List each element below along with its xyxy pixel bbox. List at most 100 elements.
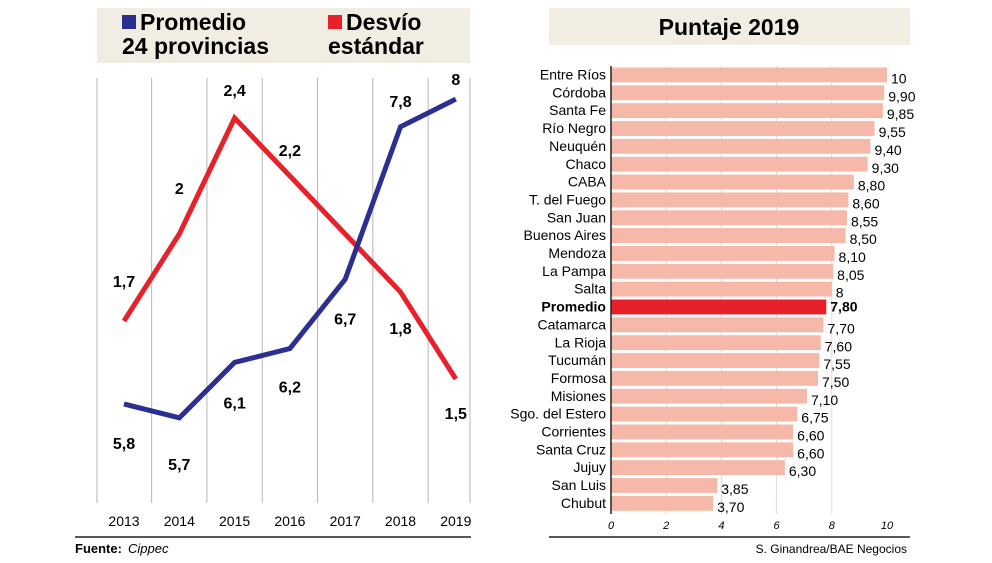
bar-value-label: 10 — [891, 71, 907, 87]
data-label-desvio: 1,8 — [389, 321, 411, 338]
bar — [611, 121, 875, 136]
bar-value-label: 8,80 — [858, 178, 885, 194]
bar-value-label: 6,30 — [789, 463, 816, 479]
bar-chart-rows: Entre Ríos 10 Córdoba 9,90 Santa Fe 9,85 Río N… — [510, 67, 915, 515]
bar — [611, 299, 827, 315]
bar-value-label: 8,60 — [852, 195, 879, 211]
x-tick-label: 2014 — [164, 513, 195, 529]
data-label-promedio: 6,1 — [223, 395, 245, 412]
bar-category-label: Buenos Aires — [524, 227, 607, 243]
x-tick-label: 2013 — [108, 513, 139, 529]
x-tick-label: 2015 — [219, 513, 250, 529]
bar-category-label: Promedio — [541, 299, 606, 315]
data-label-promedio: 5,8 — [113, 436, 135, 453]
bar — [611, 406, 798, 422]
bar-value-label: 6,60 — [797, 428, 824, 444]
bar-chart-x-ticks: 0 2 4 6 8 10 — [608, 520, 894, 532]
data-label-desvio: 2,2 — [279, 143, 301, 160]
bar-value-label: 7,60 — [825, 338, 852, 354]
bar-value-label: 9,55 — [879, 124, 906, 140]
bar — [611, 192, 849, 208]
footer-credit: S. Ginandrea/BAE Negocios — [756, 542, 907, 556]
data-label-desvio: 2,4 — [223, 83, 245, 100]
line-chart-series — [121, 96, 458, 421]
bar-x-tick-label: 6 — [774, 520, 781, 532]
bar-value-label: 8,10 — [839, 249, 866, 265]
bar-x-tick-label: 10 — [881, 520, 894, 532]
bar-category-label: Neuquén — [549, 138, 606, 154]
bar-value-label: 9,90 — [888, 88, 915, 104]
bar-category-label: Córdoba — [552, 84, 606, 100]
bar — [611, 478, 718, 493]
bar — [611, 85, 885, 101]
bar — [611, 174, 854, 190]
bar — [611, 317, 824, 333]
bar — [611, 335, 821, 351]
bar-x-tick-label: 4 — [718, 520, 724, 532]
bar-value-label: 7,10 — [811, 392, 838, 408]
bar-value-label: 8,05 — [837, 267, 864, 283]
data-label-promedio: 8 — [451, 72, 460, 89]
footer-source-label: Fuente: — [75, 541, 122, 556]
bar — [611, 210, 847, 226]
bar-category-label: La Pampa — [542, 263, 606, 279]
x-tick-label: 2018 — [385, 513, 416, 529]
bar-x-tick-label: 8 — [829, 520, 836, 532]
bar — [611, 370, 818, 386]
x-tick-label: 2019 — [440, 513, 471, 529]
bar-category-label: Chaco — [566, 156, 607, 172]
series-line-desvio — [121, 113, 458, 381]
bar-category-label: Sgo. del Estero — [510, 406, 606, 422]
bar-title-panel — [549, 8, 910, 45]
bar-value-label: 9,30 — [872, 160, 899, 176]
data-label-desvio: 2 — [175, 181, 184, 198]
bar-value-label: 3,70 — [717, 499, 744, 515]
bar-category-label: Catamarca — [538, 316, 607, 332]
bar-category-label: Tucumán — [548, 352, 606, 368]
bar-category-label: Salta — [574, 281, 606, 297]
bar-category-label: La Rioja — [555, 334, 607, 350]
footer-source-value: Cippec — [128, 541, 169, 556]
bar-category-label: San Juan — [547, 209, 606, 225]
legend-panel — [97, 8, 470, 63]
line-chart-data-labels: 5,8 5,7 6,1 6,2 6,7 7,8 8 1,7 2 2,4 2,2 1,8 1,5 — [113, 72, 467, 474]
bar-value-label: 6,75 — [801, 410, 828, 426]
bar-category-label: Entre Ríos — [540, 67, 606, 83]
legend-label-desvio-2: estándar — [328, 33, 424, 59]
legend-label-desvio-1: Desvío — [346, 9, 421, 35]
bar-category-label: Mendoza — [548, 245, 606, 261]
bar-category-label: Corrientes — [541, 424, 606, 440]
bar — [611, 442, 794, 458]
bar — [611, 228, 846, 243]
bar-value-label: 7,50 — [822, 374, 849, 390]
bar — [611, 156, 868, 172]
bar — [611, 495, 714, 511]
bar-category-label: Formosa — [551, 370, 606, 386]
legend-swatch-desvio — [328, 15, 342, 29]
bar-value-label: 7,70 — [828, 320, 855, 336]
data-label-desvio: 1,5 — [445, 406, 467, 423]
bar-value-label: 8,55 — [851, 213, 878, 229]
bar-value-label: 9,85 — [887, 106, 914, 122]
bar — [611, 388, 807, 404]
bar-category-label: Santa Cruz — [536, 441, 606, 457]
data-label-promedio: 5,7 — [168, 457, 190, 474]
bar — [611, 424, 794, 440]
bar-value-label: 7,55 — [823, 356, 850, 372]
legend-swatch-promedio — [122, 15, 136, 29]
bar — [611, 263, 834, 279]
bar-category-label: Jujuy — [573, 459, 606, 475]
bar-value-label: 6,60 — [797, 445, 824, 461]
bar-chart-title: Puntaje 2019 — [659, 14, 800, 40]
legend-label-promedio-1: Promedio — [140, 9, 246, 35]
bar-category-label: Chubut — [561, 495, 606, 511]
bar — [611, 353, 820, 368]
data-label-promedio: 6,7 — [334, 311, 356, 328]
bar-category-label: T. del Fuego — [529, 191, 606, 207]
bar-value-label: 7,80 — [830, 299, 857, 315]
bar-category-label: Río Negro — [542, 120, 606, 136]
data-label-promedio: 7,8 — [389, 94, 411, 111]
bar — [611, 67, 887, 83]
